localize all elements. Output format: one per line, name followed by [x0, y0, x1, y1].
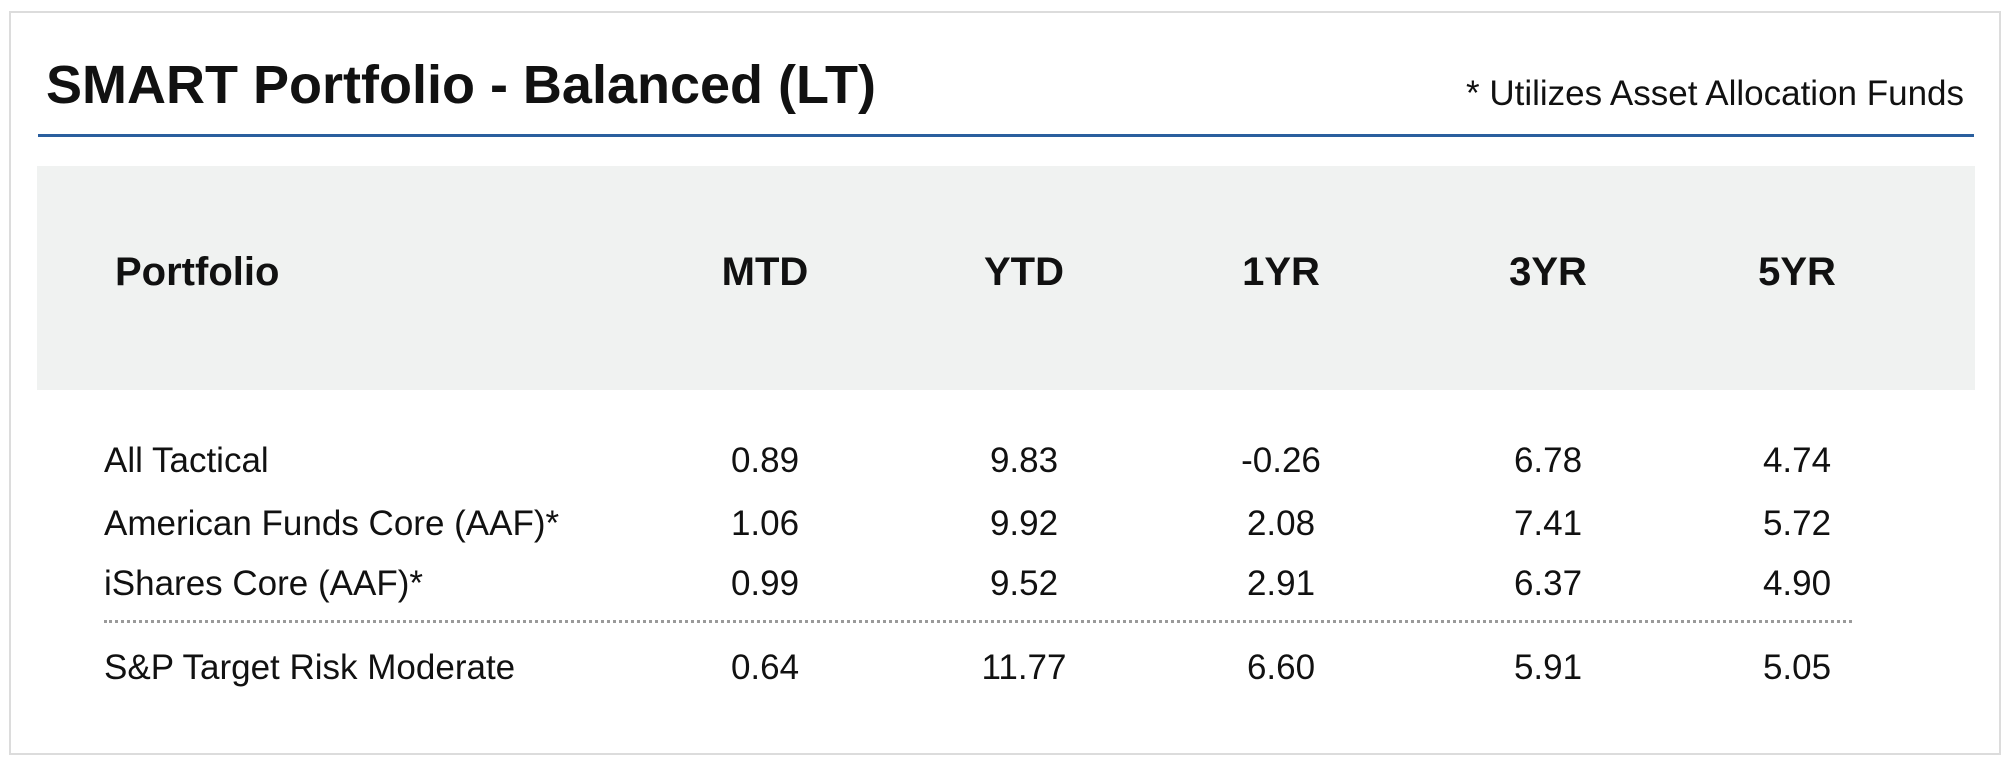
mtd-value: 0.99	[730, 564, 800, 603]
portfolio-name: iShares Core (AAF)*	[104, 564, 423, 603]
ytd-value: 9.52	[989, 564, 1059, 603]
3yr-value: 6.78	[1513, 441, 1583, 480]
5yr-value: 4.74	[1762, 441, 1832, 480]
header-5yr: 5YR	[1758, 250, 1836, 294]
mtd-value: 0.64	[730, 648, 800, 687]
ytd-value: 9.83	[989, 441, 1059, 480]
header-3yr: 3YR	[1509, 250, 1587, 294]
mtd-value: 1.06	[730, 504, 800, 543]
ytd-value: 9.92	[989, 504, 1059, 543]
benchmark-name: S&P Target Risk Moderate	[104, 648, 516, 687]
5yr-value: 4.90	[1762, 564, 1832, 603]
5yr-value: 5.72	[1762, 504, 1832, 543]
header-portfolio: Portfolio	[115, 250, 280, 294]
1yr-value: 6.60	[1246, 648, 1316, 687]
1yr-value: -0.26	[1241, 441, 1321, 480]
header-mtd: MTD	[721, 250, 809, 294]
5yr-value: 5.05	[1762, 648, 1832, 687]
portfolio-name: American Funds Core (AAF)*	[104, 504, 560, 543]
title-divider	[38, 134, 1974, 137]
portfolio-name: All Tactical	[104, 441, 269, 480]
table-header-band	[37, 166, 1975, 390]
page-title: SMART Portfolio - Balanced (LT)	[46, 55, 876, 115]
footnote: * Utilizes Asset Allocation Funds	[1465, 74, 1964, 113]
benchmark-separator	[104, 620, 1852, 623]
header-ytd: YTD	[984, 250, 1064, 294]
header-1yr: 1YR	[1242, 250, 1320, 294]
3yr-value: 5.91	[1513, 648, 1583, 687]
3yr-value: 7.41	[1513, 504, 1583, 543]
1yr-value: 2.91	[1246, 564, 1316, 603]
ytd-value: 11.77	[981, 648, 1067, 687]
3yr-value: 6.37	[1513, 564, 1583, 603]
1yr-value: 2.08	[1246, 504, 1316, 543]
mtd-value: 0.89	[730, 441, 800, 480]
